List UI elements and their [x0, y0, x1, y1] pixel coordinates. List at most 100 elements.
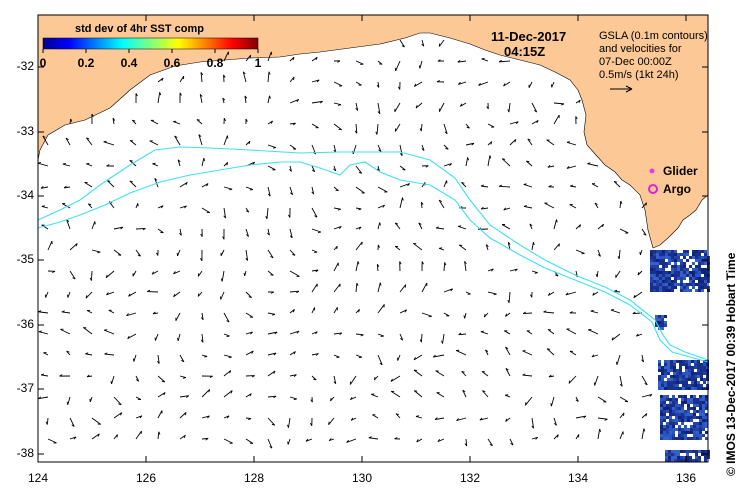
velocity-arrow: [355, 333, 364, 337]
sst-pixel: [666, 434, 669, 437]
velocity-arrow: [156, 249, 159, 256]
sst-pixel: [691, 372, 694, 375]
sst-pixel: [659, 256, 662, 259]
velocity-arrow: [413, 369, 423, 377]
sst-pixel: [673, 363, 676, 366]
lat-tick-label: -33: [16, 124, 34, 138]
colorbar-tick-label: 0: [39, 56, 47, 70]
velocity-arrow: [394, 245, 401, 251]
sst-pixel: [665, 286, 668, 289]
sst-pixel: [688, 366, 691, 369]
velocity-arrow: [529, 223, 533, 230]
velocity-arrow: [350, 417, 357, 421]
sst-pixel: [681, 413, 684, 416]
velocity-arrow: [91, 113, 94, 125]
sst-pixel: [672, 401, 675, 404]
velocity-arrow: [175, 312, 181, 321]
velocity-arrow: [245, 118, 248, 125]
velocity-arrow: [619, 412, 625, 419]
sst-pixel: [659, 286, 662, 289]
velocity-arrow: [553, 102, 565, 106]
sst-pixel: [689, 289, 692, 292]
velocity-arrow: [245, 228, 249, 237]
velocity-arrow: [110, 375, 115, 385]
sst-pixel: [662, 250, 665, 253]
sst-pixel: [671, 280, 674, 283]
velocity-arrow: [526, 330, 533, 335]
sst-pixel: [699, 398, 702, 401]
sst-pixel: [694, 378, 697, 381]
velocity-arrow: [310, 417, 313, 426]
velocity-arrow: [443, 144, 449, 150]
sst-pixel: [664, 372, 667, 375]
velocity-arrow: [311, 123, 319, 129]
sst-pixel: [678, 416, 681, 419]
colorbar-tick-label: 0.4: [120, 56, 138, 70]
sst-pixel: [669, 398, 672, 401]
velocity-arrow: [201, 437, 209, 441]
sst-pixel: [698, 450, 701, 453]
velocity-arrow: [86, 162, 93, 167]
velocity-arrow: [69, 270, 76, 280]
sst-pixel: [668, 250, 671, 253]
velocity-arrow: [245, 140, 251, 146]
sst-pixel: [653, 262, 656, 265]
sst-pixel: [656, 250, 659, 253]
velocity-arrow: [531, 102, 538, 113]
velocity-arrow: [377, 186, 388, 193]
sst-pixel: [673, 375, 676, 378]
sst-pixel: [698, 283, 701, 286]
sst-pixel: [661, 372, 664, 375]
sst-pixel: [701, 250, 704, 253]
velocity-arrow: [522, 373, 533, 377]
velocity-arrow: [152, 162, 159, 167]
sst-pixel: [693, 425, 696, 428]
velocity-arrow: [595, 270, 599, 278]
sst-pixel: [669, 434, 672, 437]
sst-pixel: [700, 378, 703, 381]
sst-pixel: [683, 459, 686, 462]
velocity-arrow: [355, 241, 363, 251]
velocity-arrow: [504, 330, 511, 335]
sst-pixel: [702, 419, 705, 422]
velocity-arrow: [597, 223, 604, 230]
sst-pixel: [698, 286, 701, 289]
velocity-arrow: [179, 181, 188, 188]
velocity-arrow: [38, 396, 49, 400]
velocity-arrow: [83, 327, 93, 335]
velocity-arrow: [65, 137, 71, 146]
sst-pixel: [662, 277, 665, 280]
velocity-arrow: [413, 81, 423, 87]
sst-pixel: [659, 250, 662, 253]
sst-pixel: [673, 381, 676, 384]
sst-pixel: [693, 428, 696, 431]
velocity-arrow: [179, 395, 189, 398]
sst-pixel: [670, 375, 673, 378]
sst-pixel: [705, 422, 708, 425]
sst-pixel: [690, 431, 693, 434]
sst-pixel: [694, 366, 697, 369]
legend-arrow: [610, 85, 633, 93]
velocity-arrow: [201, 183, 209, 188]
sst-pixel: [665, 262, 668, 265]
velocity-arrow: [619, 375, 623, 387]
sst-pixel: [681, 431, 684, 434]
sst-pixel: [698, 271, 701, 274]
sst-pixel: [692, 274, 695, 277]
velocity-arrow: [485, 349, 489, 356]
sst-pixel: [698, 456, 701, 459]
sst-pixel: [698, 256, 701, 259]
velocity-arrow: [289, 351, 296, 356]
velocity-arrow: [333, 165, 337, 172]
velocity-arrow: [399, 197, 404, 209]
velocity-arrow: [355, 102, 359, 111]
sst-pixel: [662, 259, 665, 262]
velocity-arrow: [390, 375, 401, 382]
velocity-arrow: [394, 222, 401, 230]
velocity-arrow: [104, 329, 115, 335]
velocity-arrow: [151, 270, 159, 275]
velocity-arrow: [87, 203, 93, 209]
velocity-arrow: [485, 244, 489, 251]
velocity-arrow: [415, 415, 423, 419]
velocity-arrow: [437, 59, 445, 62]
